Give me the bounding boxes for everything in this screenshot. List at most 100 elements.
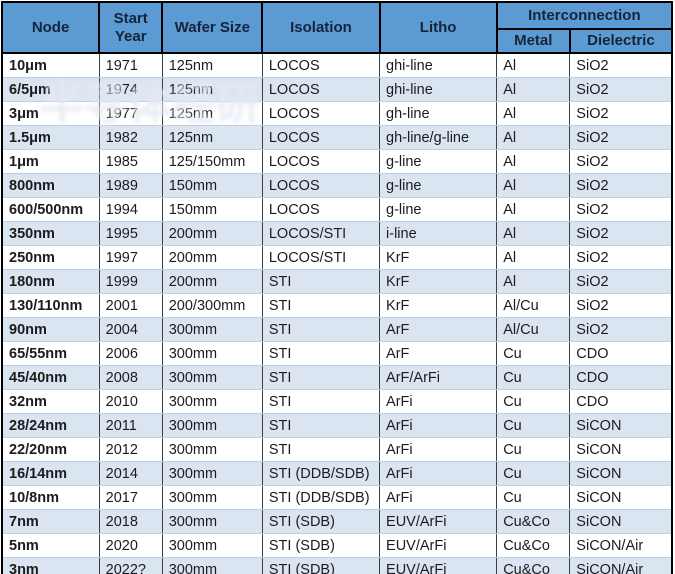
cell-dielectric: SiCON/Air	[569, 557, 673, 574]
cell-node: 22/20nm	[1, 437, 100, 462]
cell-isolation: LOCOS/STI	[261, 221, 381, 246]
cell-litho: KrF	[379, 269, 498, 294]
cell-node: 16/14nm	[1, 461, 100, 486]
cell-node: 10/8nm	[1, 485, 100, 510]
cell-wafer-size: 200mm	[161, 221, 263, 246]
cell-node: 180nm	[1, 269, 100, 294]
cell-litho: gh-line/g-line	[379, 125, 498, 150]
table-row: 10/8nm 2017 300mm STI (DDB/SDB) ArFi Cu SiCON	[1, 485, 673, 510]
cell-isolation: STI	[261, 317, 381, 342]
cell-metal: Al	[496, 101, 571, 126]
cell-dielectric: SiO2	[569, 101, 673, 126]
cell-litho: g-line	[379, 173, 498, 198]
cell-start-year: 2018	[98, 509, 163, 534]
cell-metal: Cu&Co	[496, 557, 571, 574]
cell-litho: ArFi	[379, 437, 498, 462]
table-row: 22/20nm 2012 300mm STI ArFi Cu SiCON	[1, 437, 673, 462]
table-row: 130/110nm 2001 200/300mm STI KrF Al/Cu SiO2	[1, 293, 673, 318]
cell-isolation: STI	[261, 293, 381, 318]
cell-start-year: 2012	[98, 437, 163, 462]
cell-node: 800nm	[1, 173, 100, 198]
cell-start-year: 2006	[98, 341, 163, 366]
cell-litho: EUV/ArFi	[379, 557, 498, 574]
column-header-metal: Metal	[495, 28, 571, 54]
table-row: 32nm 2010 300mm STI ArFi Cu CDO	[1, 389, 673, 414]
cell-isolation: STI	[261, 413, 381, 438]
cell-dielectric: SiO2	[569, 77, 673, 102]
cell-start-year: 1971	[98, 52, 163, 78]
table-row: 65/55nm 2006 300mm STI ArF Cu CDO	[1, 341, 673, 366]
cell-dielectric: SiCON/Air	[569, 533, 673, 558]
cell-metal: Al	[496, 245, 571, 270]
cell-isolation: STI	[261, 341, 381, 366]
cell-wafer-size: 300mm	[161, 533, 263, 558]
cell-metal: Al/Cu	[496, 317, 571, 342]
cell-start-year: 2017	[98, 485, 163, 510]
cell-wafer-size: 125nm	[161, 125, 263, 150]
table-row: 10μm 1971 125nm LOCOS ghi-line Al SiO2	[1, 52, 673, 78]
cell-dielectric: SiO2	[569, 317, 673, 342]
cell-wafer-size: 200/300mm	[161, 293, 263, 318]
cell-dielectric: SiCON	[569, 509, 673, 534]
cell-start-year: 1997	[98, 245, 163, 270]
table-row: 28/24nm 2011 300mm STI ArFi Cu SiCON	[1, 413, 673, 438]
cell-node: 28/24nm	[1, 413, 100, 438]
cell-start-year: 2001	[98, 293, 163, 318]
cell-wafer-size: 200mm	[161, 269, 263, 294]
cell-metal: Cu	[496, 365, 571, 390]
column-header-node: Node	[0, 1, 101, 54]
cell-start-year: 1999	[98, 269, 163, 294]
cell-start-year: 2014	[98, 461, 163, 486]
cell-isolation: STI (SDB)	[261, 533, 381, 558]
column-header-litho: Litho	[378, 1, 498, 54]
cell-dielectric: CDO	[569, 365, 673, 390]
cell-start-year: 1982	[98, 125, 163, 150]
cell-litho: ghi-line	[379, 52, 498, 78]
cell-wafer-size: 300mm	[161, 509, 263, 534]
cell-isolation: STI	[261, 389, 381, 414]
cell-litho: ArF	[379, 317, 498, 342]
cell-start-year: 1985	[98, 149, 163, 174]
cell-node: 6/5μm	[1, 77, 100, 102]
cell-wafer-size: 150mm	[161, 197, 263, 222]
cell-node: 90nm	[1, 317, 100, 342]
table-row: 800nm 1989 150mm LOCOS g-line Al SiO2	[1, 173, 673, 198]
cell-wafer-size: 125nm	[161, 52, 263, 78]
cell-isolation: LOCOS	[261, 173, 381, 198]
cell-litho: ArF	[379, 341, 498, 366]
table-row: 3nm 2022? 300mm STI (SDB) EUV/ArFi Cu&Co SiCON…	[1, 557, 673, 574]
cell-start-year: 1977	[98, 101, 163, 126]
cell-wafer-size: 300mm	[161, 413, 263, 438]
cell-metal: Cu&Co	[496, 533, 571, 558]
column-header-dielectric: Dielectric	[568, 28, 674, 54]
cell-metal: Al	[496, 269, 571, 294]
cell-metal: Al	[496, 173, 571, 198]
cell-node: 130/110nm	[1, 293, 100, 318]
cell-wafer-size: 300mm	[161, 485, 263, 510]
cell-metal: Cu	[496, 461, 571, 486]
cell-start-year: 2008	[98, 365, 163, 390]
cell-isolation: LOCOS	[261, 197, 381, 222]
cell-metal: Al	[496, 52, 571, 78]
table-row: 1.5μm 1982 125nm LOCOS gh-line/g-line Al SiO2	[1, 125, 673, 150]
cell-wafer-size: 300mm	[161, 437, 263, 462]
cell-litho: EUV/ArFi	[379, 533, 498, 558]
cell-isolation: STI (SDB)	[261, 557, 381, 574]
cell-metal: Cu	[496, 341, 571, 366]
cell-node: 7nm	[1, 509, 100, 534]
cell-wafer-size: 300mm	[161, 341, 263, 366]
table-body: 10μm 1971 125nm LOCOS ghi-line Al SiO2 6/5μm 197…	[1, 52, 673, 574]
cell-wafer-size: 150mm	[161, 173, 263, 198]
cell-metal: Al	[496, 77, 571, 102]
table-row: 5nm 2020 300mm STI (SDB) EUV/ArFi Cu&Co SiCON/…	[1, 533, 673, 558]
cell-node: 3nm	[1, 557, 100, 574]
cell-node: 3μm	[1, 101, 100, 126]
cell-isolation: STI (SDB)	[261, 509, 381, 534]
cell-litho: g-line	[379, 197, 498, 222]
cell-litho: ghi-line	[379, 77, 498, 102]
cell-litho: i-line	[379, 221, 498, 246]
cell-metal: Cu	[496, 413, 571, 438]
cell-dielectric: CDO	[569, 341, 673, 366]
cell-node: 5nm	[1, 533, 100, 558]
